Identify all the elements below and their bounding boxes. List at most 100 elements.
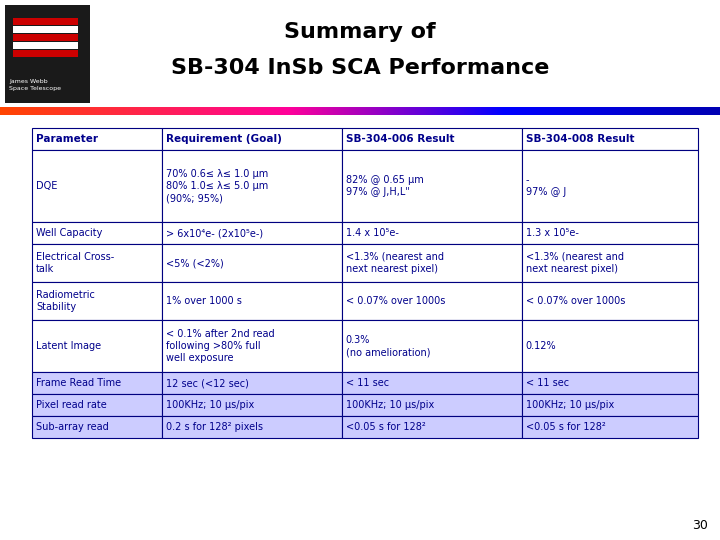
Bar <box>114 107 115 115</box>
Bar <box>32 320 162 372</box>
Bar <box>434 107 435 115</box>
Bar <box>80 107 81 115</box>
Bar <box>581 107 582 115</box>
Bar <box>593 107 594 115</box>
Bar <box>32 150 162 222</box>
Text: < 0.07% over 1000s: < 0.07% over 1000s <box>346 296 445 306</box>
Bar <box>208 107 209 115</box>
Bar <box>716 107 717 115</box>
Bar <box>628 107 629 115</box>
Bar <box>13 50 78 57</box>
Bar <box>205 107 206 115</box>
Bar <box>143 107 144 115</box>
Bar <box>707 107 708 115</box>
Bar <box>162 372 342 394</box>
Bar <box>459 107 460 115</box>
Bar <box>342 222 521 244</box>
Bar <box>268 107 269 115</box>
Bar <box>147 107 148 115</box>
Bar <box>273 107 274 115</box>
Bar <box>410 107 411 115</box>
Bar <box>605 107 606 115</box>
Bar <box>469 107 470 115</box>
Bar <box>604 107 605 115</box>
Bar <box>28 107 29 115</box>
Bar <box>148 107 149 115</box>
Bar <box>51 107 52 115</box>
Bar <box>231 107 232 115</box>
Bar <box>705 107 706 115</box>
Bar <box>32 222 162 244</box>
Text: > 6x10⁴e- (2x10⁵e-): > 6x10⁴e- (2x10⁵e-) <box>166 228 263 238</box>
Bar <box>388 107 389 115</box>
Bar <box>138 107 139 115</box>
Bar <box>423 107 424 115</box>
Bar <box>635 107 636 115</box>
Bar <box>210 107 211 115</box>
Bar <box>554 107 555 115</box>
Bar <box>345 107 346 115</box>
Bar <box>461 107 462 115</box>
Bar <box>567 107 568 115</box>
Bar <box>649 107 650 115</box>
Text: 0.2 s for 128² pixels: 0.2 s for 128² pixels <box>166 422 263 432</box>
Bar <box>331 107 332 115</box>
Bar <box>254 107 255 115</box>
Bar <box>323 107 324 115</box>
Bar <box>302 107 303 115</box>
Bar <box>217 107 218 115</box>
Bar <box>174 107 175 115</box>
Bar <box>547 107 548 115</box>
Bar <box>407 107 408 115</box>
Bar <box>18 107 19 115</box>
Bar <box>318 107 319 115</box>
Bar <box>160 107 161 115</box>
Bar <box>198 107 199 115</box>
Bar <box>501 107 502 115</box>
Bar <box>686 107 687 115</box>
Bar <box>112 107 113 115</box>
Bar <box>271 107 272 115</box>
Bar <box>32 394 162 416</box>
Bar <box>227 107 228 115</box>
Bar <box>693 107 694 115</box>
Bar <box>162 222 342 244</box>
Bar <box>229 107 230 115</box>
Bar <box>555 107 556 115</box>
Bar <box>587 107 588 115</box>
Bar <box>648 107 649 115</box>
Bar <box>110 107 111 115</box>
Bar <box>416 107 417 115</box>
Bar <box>166 107 167 115</box>
Bar <box>498 107 499 115</box>
Bar <box>139 107 140 115</box>
Bar <box>310 107 311 115</box>
Bar <box>591 107 592 115</box>
Bar <box>62 107 63 115</box>
Bar <box>358 107 359 115</box>
Bar <box>532 107 533 115</box>
Bar <box>12 107 13 115</box>
Bar <box>77 107 78 115</box>
Bar <box>409 107 410 115</box>
Bar <box>196 107 197 115</box>
Bar <box>46 107 47 115</box>
Bar <box>560 107 561 115</box>
Bar <box>463 107 464 115</box>
Bar <box>5 107 6 115</box>
Bar <box>267 107 268 115</box>
Bar <box>582 107 583 115</box>
Bar <box>392 107 393 115</box>
Bar <box>107 107 108 115</box>
Bar <box>718 107 719 115</box>
Bar <box>133 107 134 115</box>
Bar <box>669 107 670 115</box>
Bar <box>20 107 21 115</box>
Bar <box>32 244 162 282</box>
Bar <box>631 107 632 115</box>
Bar <box>245 107 246 115</box>
Bar <box>45 107 46 115</box>
Bar <box>453 107 454 115</box>
Bar <box>601 107 602 115</box>
Bar <box>429 107 430 115</box>
